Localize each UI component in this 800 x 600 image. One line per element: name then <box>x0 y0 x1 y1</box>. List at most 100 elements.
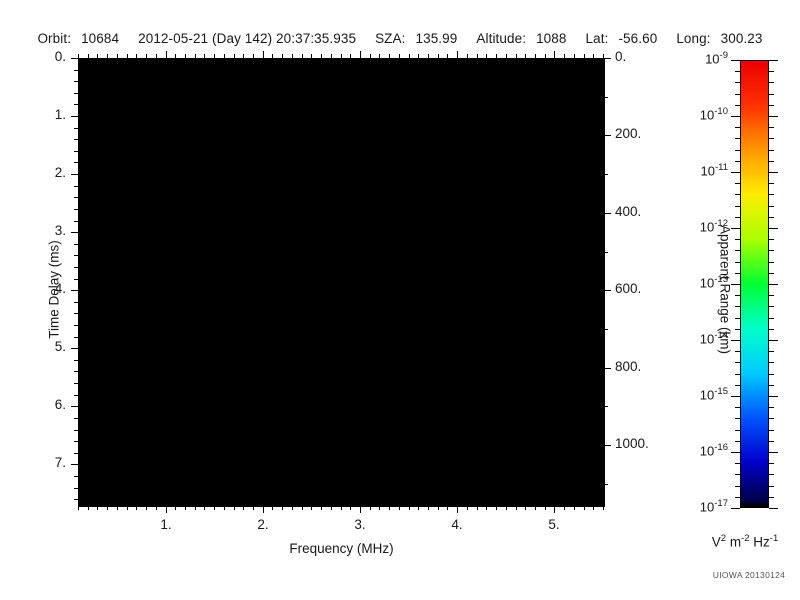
y-tick-minor <box>74 128 78 129</box>
colorbar-tick-minor <box>735 463 740 464</box>
y-tick-label: 0. <box>54 49 66 64</box>
x-tick-top-minor <box>156 54 157 58</box>
y-tick-minor <box>74 302 78 303</box>
y-right-tick-minor <box>604 252 608 253</box>
y-tick-minor <box>74 325 78 326</box>
x-tick-top-minor <box>214 54 215 58</box>
x-tick-top-minor <box>272 54 273 58</box>
x-tick-top-minor <box>496 54 497 58</box>
y-right-tick-label: 0. <box>615 49 627 64</box>
y-tick-minor <box>74 499 78 500</box>
x-tick-minor <box>603 506 604 510</box>
colorbar-tick-left <box>731 228 740 229</box>
y-tick-minor <box>74 337 78 338</box>
colorbar-tick-minor <box>769 217 774 218</box>
x-tick-minor <box>214 506 215 510</box>
colorbar-tick-minor <box>735 194 740 195</box>
colorbar-tick-minor <box>735 329 740 330</box>
x-tick-top-minor <box>146 54 147 58</box>
colorbar-tick-minor <box>769 418 774 419</box>
y-tick-minor <box>74 93 78 94</box>
x-tick-minor <box>302 506 303 510</box>
x-tick-minor <box>370 506 371 510</box>
x-tick-label: 5. <box>548 517 560 532</box>
colorbar-tick-right <box>769 116 778 117</box>
x-tick-top-minor <box>204 54 205 58</box>
colorbar-tick-label: 10-14 <box>699 330 728 347</box>
x-tick-minor <box>88 506 89 510</box>
x-tick-minor <box>516 506 517 510</box>
x-tick-top-minor <box>224 54 225 58</box>
y-tick-minor <box>74 383 78 384</box>
x-axis-title: Frequency (MHz) <box>289 541 394 556</box>
colorbar-tick-left <box>731 508 740 509</box>
colorbar-tick-minor <box>769 362 774 363</box>
x-tick-top-minor <box>282 54 283 58</box>
colorbar-tick-right <box>769 284 778 285</box>
x-tick-top-minor <box>389 54 390 58</box>
x-tick-top-minor <box>409 54 410 58</box>
colorbar-tick-right <box>769 508 778 509</box>
x-tick-minor <box>584 506 585 510</box>
colorbar-tick-minor <box>735 486 740 487</box>
x-tick-major <box>457 506 458 513</box>
colorbar-tick-minor <box>735 206 740 207</box>
x-tick-minor <box>272 506 273 510</box>
colorbar-tick-minor <box>769 239 774 240</box>
x-tick-minor <box>224 506 225 510</box>
x-tick-minor <box>185 506 186 510</box>
orbit-value: 10684 <box>81 30 120 46</box>
colorbar-gradient <box>740 60 769 508</box>
colorbar-tick-minor <box>769 206 774 207</box>
y-right-tick-major <box>604 213 611 214</box>
colorbar-tick-minor <box>735 150 740 151</box>
colorbar-tick-minor <box>735 127 740 128</box>
x-tick-top-minor <box>418 54 419 58</box>
y-tick-minor <box>74 371 78 372</box>
colorbar-tick-minor <box>735 318 740 319</box>
y-right-tick-label: 600. <box>615 281 642 296</box>
colorbar-tick-left <box>731 284 740 285</box>
colorbar-tick-minor <box>735 418 740 419</box>
colorbar-tick-minor <box>769 71 774 72</box>
x-tick-minor <box>136 506 137 510</box>
y-tick-minor <box>74 104 78 105</box>
y-tick-minor <box>74 360 78 361</box>
y-tick-label: 1. <box>54 107 66 122</box>
colorbar-tick-minor <box>735 474 740 475</box>
x-tick-top-minor <box>78 54 79 58</box>
x-tick-top-minor <box>97 54 98 58</box>
colorbar-tick-minor <box>769 486 774 487</box>
y-tick-minor <box>74 197 78 198</box>
x-tick-minor <box>253 506 254 510</box>
x-tick-minor <box>496 506 497 510</box>
colorbar-tick-minor <box>769 306 774 307</box>
x-tick-minor <box>282 506 283 510</box>
sza-label: SZA: <box>375 30 406 46</box>
y-tick-minor <box>74 441 78 442</box>
colorbar-tick-minor <box>769 385 774 386</box>
colorbar-tick-minor <box>735 161 740 162</box>
y-tick-major <box>71 406 78 407</box>
spectrogram-image <box>79 59 604 506</box>
x-tick-minor <box>341 506 342 510</box>
y-tick-major <box>71 116 78 117</box>
y-tick-minor <box>74 267 78 268</box>
colorbar-tick-minor <box>735 105 740 106</box>
y-right-tick-minor <box>604 406 608 407</box>
colorbar <box>740 60 769 508</box>
y-tick-label: 5. <box>54 339 66 354</box>
x-tick-minor <box>399 506 400 510</box>
colorbar-tick-minor <box>735 441 740 442</box>
x-tick-label: 4. <box>451 517 463 532</box>
colorbar-tick-right <box>769 396 778 397</box>
x-tick-minor <box>486 506 487 510</box>
x-tick-label: 3. <box>354 517 366 532</box>
y-tick-minor <box>74 221 78 222</box>
x-tick-minor <box>243 506 244 510</box>
y-tick-label: 4. <box>54 281 66 296</box>
colorbar-tick-right <box>769 340 778 341</box>
colorbar-tick-minor <box>735 82 740 83</box>
x-tick-major <box>263 506 264 513</box>
y-tick-minor <box>74 81 78 82</box>
